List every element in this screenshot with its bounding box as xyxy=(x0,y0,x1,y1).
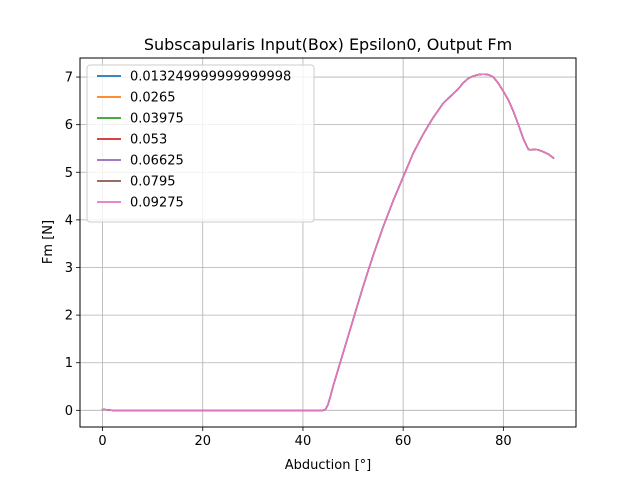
series-line-7 xyxy=(101,73,555,412)
y-tick-label: 5 xyxy=(65,166,73,181)
chart-title: Subscapularis Input(Box) Epsilon0, Outpu… xyxy=(144,35,512,54)
y-axis: 0 1 2 3 4 5 6 7 xyxy=(65,71,80,419)
legend-entry-5: 0.06625 xyxy=(130,154,184,169)
legend-entry-3: 0.03975 xyxy=(130,112,184,127)
x-tick-label: 60 xyxy=(395,434,412,449)
legend-entry-6: 0.0795 xyxy=(130,175,176,190)
legend-entry-2: 0.0265 xyxy=(130,91,176,106)
y-axis-label: Fm [N] xyxy=(41,220,56,264)
y-tick-label: 3 xyxy=(65,261,73,276)
legend-entry-7: 0.09275 xyxy=(130,196,184,211)
x-axis-label: Abduction [°] xyxy=(285,458,371,473)
x-tick-label: 80 xyxy=(495,434,512,449)
y-tick-label: 0 xyxy=(65,404,73,419)
y-tick-label: 4 xyxy=(65,213,73,228)
plot-frame xyxy=(79,57,577,428)
y-tick-label: 1 xyxy=(65,356,73,371)
x-tick-label: 20 xyxy=(194,434,211,449)
series-layer xyxy=(101,73,555,412)
legend-entry-4: 0.053 xyxy=(130,133,167,148)
x-tick-label: 40 xyxy=(295,434,312,449)
y-tick-label: 7 xyxy=(65,71,73,86)
x-axis: 0 20 40 60 80 xyxy=(98,427,512,449)
legend-entry-1: 0.013249999999999998 xyxy=(130,70,291,85)
y-tick-label: 6 xyxy=(65,118,73,133)
legend: 0.013249999999999998 0.0265 0.03975 0.053 0.… xyxy=(86,64,315,223)
y-tick-label: 2 xyxy=(65,309,73,324)
x-tick-label: 0 xyxy=(98,434,106,449)
legend-box xyxy=(86,64,315,223)
